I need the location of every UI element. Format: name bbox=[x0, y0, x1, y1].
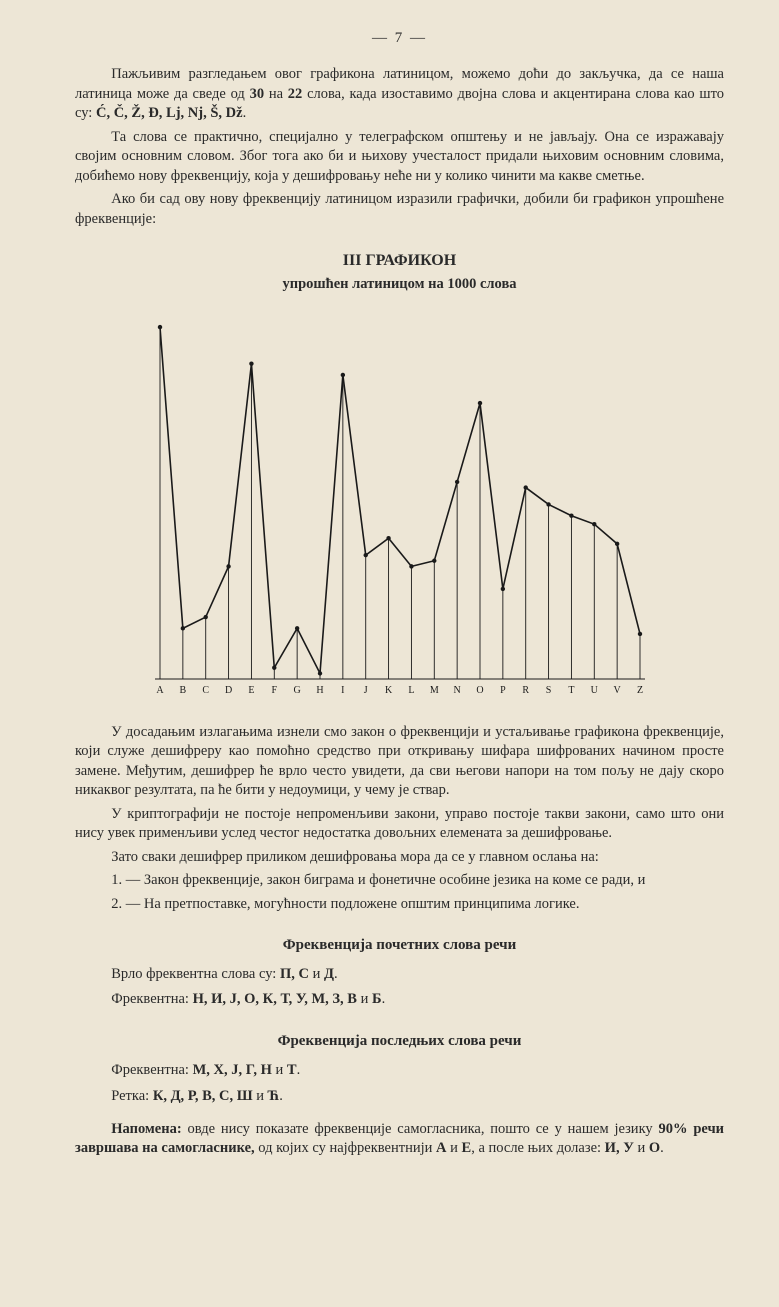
bold-text: А bbox=[436, 1140, 446, 1156]
bold-text: Б bbox=[372, 991, 382, 1007]
svg-text:I: I bbox=[341, 685, 344, 696]
text: . bbox=[243, 105, 247, 121]
bold-text: П, С bbox=[280, 966, 309, 982]
bold-text: Ћ bbox=[268, 1088, 280, 1104]
text: и bbox=[253, 1088, 268, 1104]
bold-text: 90% bbox=[659, 1121, 688, 1137]
text: од којих су најфреквентнији bbox=[255, 1140, 436, 1156]
bold-text: 22 bbox=[288, 86, 303, 102]
freq-line: Врло фреквентна слова су: П, С и Д. bbox=[111, 964, 724, 986]
chart-title: III ГРАФИКОН bbox=[75, 252, 724, 270]
svg-text:M: M bbox=[429, 685, 438, 696]
text: . bbox=[334, 966, 338, 982]
svg-text:P: P bbox=[500, 685, 506, 696]
text: и bbox=[634, 1140, 649, 1156]
svg-text:L: L bbox=[408, 685, 414, 696]
text: Врло фреквентна слова су: bbox=[111, 966, 280, 982]
note-label: Напомена: bbox=[111, 1121, 187, 1137]
svg-text:H: H bbox=[316, 685, 323, 696]
freq-line: Фреквентна: М, Х, Ј, Г, Н и Т. bbox=[111, 1060, 724, 1082]
section-heading-initial: Фреквенција почетних слова речи bbox=[75, 937, 724, 954]
svg-text:N: N bbox=[453, 685, 460, 696]
svg-text:S: S bbox=[545, 685, 551, 696]
text: и bbox=[309, 966, 324, 982]
bold-text: О bbox=[649, 1140, 660, 1156]
text: Фреквентна: bbox=[111, 991, 192, 1007]
svg-text:G: G bbox=[293, 685, 300, 696]
paragraph-7: 1. — Закон фреквенције, закон биграма и … bbox=[75, 871, 724, 891]
text: Ретка: bbox=[111, 1088, 153, 1104]
bold-text: 30 bbox=[250, 86, 265, 102]
freq-line: Фреквентна: Н, И, Ј, О, К, Т, У, М, З, В… bbox=[111, 989, 724, 1011]
svg-text:O: O bbox=[476, 685, 483, 696]
paragraph-2: Та слова се практично, специјално у теле… bbox=[75, 128, 724, 187]
svg-text:C: C bbox=[202, 685, 209, 696]
svg-text:B: B bbox=[179, 685, 186, 696]
svg-text:Z: Z bbox=[636, 685, 642, 696]
bold-text: Ć, Č, Ž, Đ, Lj, Nj, Š, Dž bbox=[96, 105, 243, 121]
text: и bbox=[357, 991, 372, 1007]
paragraph-6: Зато сваки дешифрер приликом дешифровања… bbox=[75, 848, 724, 868]
text: , а после њих долазе: bbox=[471, 1140, 604, 1156]
paragraph-1: Пажљивим разгледањем овог графикона лати… bbox=[75, 65, 724, 124]
paragraph-5: У криптографији не постоје непроменљиви … bbox=[75, 805, 724, 844]
svg-text:K: K bbox=[384, 685, 392, 696]
svg-text:V: V bbox=[613, 685, 621, 696]
bold-text: Д bbox=[324, 966, 334, 982]
page-number: — 7 — bbox=[75, 30, 724, 47]
svg-text:J: J bbox=[363, 685, 367, 696]
svg-text:A: A bbox=[156, 685, 164, 696]
text: и bbox=[272, 1062, 287, 1078]
text: . bbox=[297, 1062, 301, 1078]
svg-text:T: T bbox=[568, 685, 574, 696]
bold-text: М, Х, Ј, Г, Н bbox=[193, 1062, 272, 1078]
text: . bbox=[660, 1140, 664, 1156]
frequency-chart: ABCDEFGHIJKLMNOPRSTUVZ bbox=[140, 303, 660, 703]
bold-text: Н, И, Ј, О, К, Т, У, М, З, В bbox=[193, 991, 357, 1007]
paragraph-4: У досадањим излагањима изнели смо закон … bbox=[75, 723, 724, 801]
section-heading-final: Фреквенција последњих слова речи bbox=[75, 1033, 724, 1050]
text: . bbox=[279, 1088, 283, 1104]
bold-text: К, Д, Р, В, С, Ш bbox=[153, 1088, 253, 1104]
text: . bbox=[382, 991, 386, 1007]
svg-text:R: R bbox=[522, 685, 529, 696]
svg-text:D: D bbox=[224, 685, 231, 696]
text: овде нису показате фреквенције самогласн… bbox=[188, 1121, 659, 1137]
page: — 7 — Пажљивим разгледањем овог графикон… bbox=[0, 0, 779, 1307]
bold-text: Т bbox=[287, 1062, 297, 1078]
bold-text: И, У bbox=[605, 1140, 634, 1156]
bold-text: Е bbox=[462, 1140, 472, 1156]
paragraph-8: 2. — На претпоставке, могућности подложе… bbox=[75, 895, 724, 915]
text: на bbox=[264, 86, 288, 102]
svg-text:F: F bbox=[271, 685, 277, 696]
text: Фреквентна: bbox=[111, 1062, 192, 1078]
chart-subtitle: упрошћен латиницом на 1000 слова bbox=[75, 276, 724, 293]
svg-text:E: E bbox=[248, 685, 254, 696]
freq-line: Ретка: К, Д, Р, В, С, Ш и Ћ. bbox=[111, 1086, 724, 1108]
text: и bbox=[447, 1140, 462, 1156]
note-paragraph: Напомена: овде нису показате фреквенције… bbox=[75, 1120, 724, 1159]
chart-svg: ABCDEFGHIJKLMNOPRSTUVZ bbox=[140, 303, 660, 703]
svg-text:U: U bbox=[590, 685, 598, 696]
paragraph-3: Ако би сад ову нову фреквенцију латиницо… bbox=[75, 190, 724, 229]
